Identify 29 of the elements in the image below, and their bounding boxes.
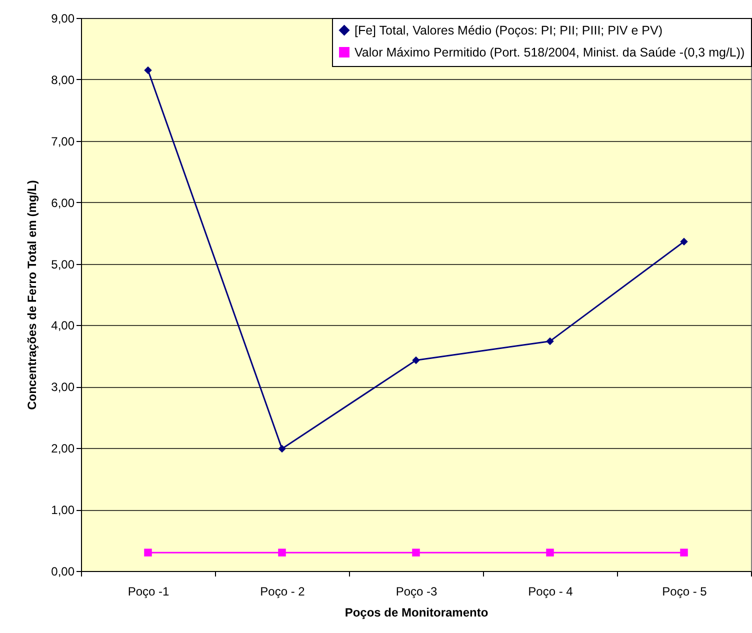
point xyxy=(546,548,554,556)
x-tick-label: Poço -3 xyxy=(396,584,438,598)
y-tick-label: 5,00 xyxy=(51,257,75,272)
point xyxy=(680,238,688,246)
y-tick-label: 0,00 xyxy=(51,564,75,578)
y-tick-label: 9,00 xyxy=(51,12,75,26)
y-tick-label: 1,00 xyxy=(51,503,75,518)
point xyxy=(144,66,152,74)
y-tick-label: 7,00 xyxy=(51,134,75,148)
y-tick-label: 2,00 xyxy=(51,442,75,456)
x-tick-label: Poço - 5 xyxy=(662,584,708,598)
x-axis-title: Poços de Monitoramento xyxy=(344,606,488,620)
point xyxy=(278,444,286,453)
y-tick-label: 4,00 xyxy=(51,318,75,333)
point xyxy=(412,356,420,364)
x-tick-label: Poço - 2 xyxy=(260,584,306,598)
y-axis-title: Concentrações de Ferro Total em (mg/L) xyxy=(25,180,40,410)
point xyxy=(680,548,688,556)
x-tick-label: Poço - 4 xyxy=(528,584,574,598)
legend-label: [Fe] Total, Valores Médio (Poços: PI; PII; PIII; PIV e PV) xyxy=(354,23,662,38)
point xyxy=(278,548,286,556)
y-tick-label: 3,00 xyxy=(51,380,75,394)
x-tick-label: Poço -1 xyxy=(128,584,170,598)
y-tick-label: 8,00 xyxy=(51,72,75,87)
point xyxy=(546,337,554,346)
point xyxy=(412,548,420,556)
legend-label: Valor Máximo Permitido (Port. 518/2004, Minist. da Saúde -(0,3 mg/L)) xyxy=(354,45,745,60)
y-tick-label: 6,00 xyxy=(51,196,75,210)
point xyxy=(144,548,152,556)
